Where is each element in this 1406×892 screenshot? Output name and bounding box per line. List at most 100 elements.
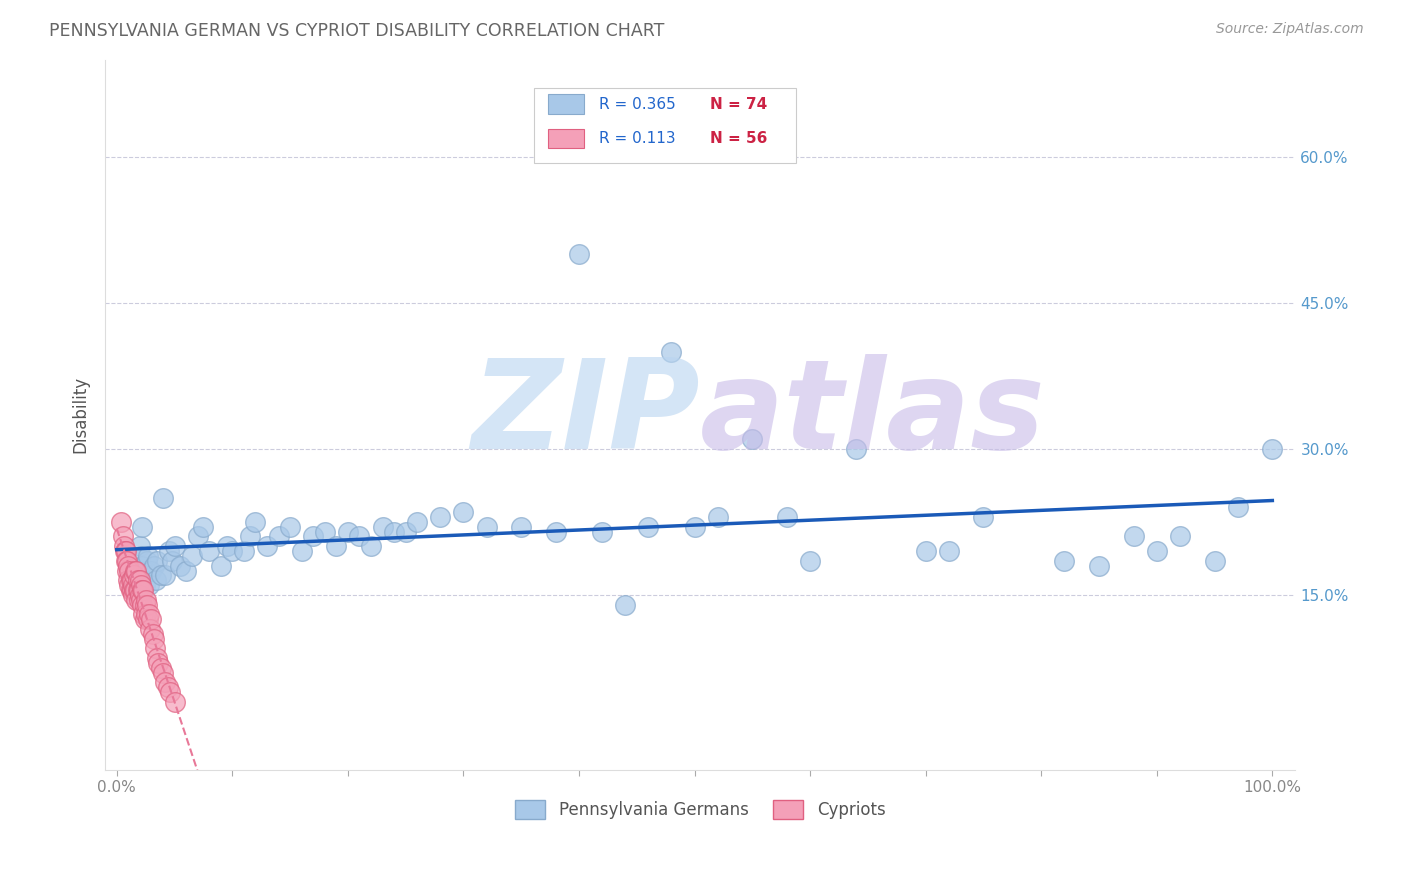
Point: [149, 568, 172, 582]
Point: [134, 578, 156, 592]
Point: [139, 622, 162, 636]
Point: [475, 519, 498, 533]
Point: [914, 544, 936, 558]
Point: [124, 564, 146, 578]
Point: [429, 510, 451, 524]
Point: [134, 598, 156, 612]
Point: [155, 568, 177, 582]
Point: [198, 544, 221, 558]
Point: [637, 519, 659, 533]
Point: [336, 524, 359, 539]
Point: [129, 592, 152, 607]
Text: atlas: atlas: [700, 354, 1046, 475]
Point: [118, 578, 141, 592]
Point: [135, 598, 157, 612]
Text: Source: ZipAtlas.com: Source: ZipAtlas.com: [1216, 22, 1364, 37]
Point: [120, 573, 142, 587]
Point: [117, 573, 139, 587]
Point: [127, 564, 149, 578]
Point: [371, 519, 394, 533]
Point: [128, 539, 150, 553]
Point: [1168, 529, 1191, 543]
Point: [129, 549, 152, 563]
Point: [683, 519, 706, 533]
Point: [114, 544, 136, 558]
Point: [112, 539, 135, 553]
Point: [135, 607, 157, 622]
Point: [1261, 442, 1284, 456]
Bar: [548, 128, 583, 148]
Point: [128, 588, 150, 602]
Point: [156, 680, 179, 694]
Point: [143, 641, 166, 656]
Point: [121, 582, 143, 597]
Point: [706, 510, 728, 524]
Point: [159, 685, 181, 699]
Point: [302, 529, 325, 543]
Point: [131, 519, 153, 533]
Point: [128, 573, 150, 587]
Point: [132, 607, 155, 622]
Point: [245, 515, 267, 529]
Point: [510, 519, 533, 533]
Point: [256, 539, 278, 553]
Point: [121, 573, 143, 587]
Point: [135, 554, 157, 568]
Point: [110, 515, 132, 529]
Point: [215, 539, 238, 553]
Legend: Pennsylvania Germans, Cypriots: Pennsylvania Germans, Cypriots: [509, 793, 893, 826]
Point: [146, 554, 169, 568]
Point: [131, 582, 153, 597]
Point: [142, 558, 165, 573]
Point: [267, 529, 290, 543]
Point: [131, 558, 153, 573]
Point: [193, 519, 215, 533]
Point: [349, 529, 371, 543]
Point: [395, 524, 418, 539]
Point: [209, 558, 232, 573]
Point: [115, 564, 138, 578]
Point: [157, 544, 180, 558]
Point: [115, 554, 138, 568]
Point: [134, 612, 156, 626]
Point: [169, 558, 191, 573]
Point: [145, 573, 167, 587]
Point: [142, 632, 165, 646]
Point: [938, 544, 960, 558]
Point: [325, 539, 347, 553]
Point: [142, 626, 165, 640]
Point: [163, 695, 186, 709]
Point: [125, 592, 148, 607]
Point: [111, 529, 134, 543]
Point: [146, 651, 169, 665]
Point: [1226, 500, 1249, 515]
Point: [152, 491, 174, 505]
Point: [118, 564, 141, 578]
Point: [453, 505, 475, 519]
Point: [232, 544, 254, 558]
Point: [741, 432, 763, 446]
Point: [120, 582, 142, 597]
Point: [382, 524, 405, 539]
Point: [117, 558, 139, 573]
Point: [115, 544, 138, 558]
Point: [122, 578, 145, 592]
Point: [406, 515, 429, 529]
Point: [239, 529, 262, 543]
Point: [148, 656, 170, 670]
Point: [845, 442, 868, 456]
Point: [125, 564, 148, 578]
Point: [972, 510, 994, 524]
Point: [135, 592, 157, 607]
Point: [799, 554, 821, 568]
Point: [122, 582, 145, 597]
Point: [187, 529, 209, 543]
Point: [129, 578, 152, 592]
Text: R = 0.113: R = 0.113: [599, 131, 676, 146]
Point: [132, 568, 155, 582]
Point: [136, 549, 159, 563]
Point: [360, 539, 382, 553]
Text: N = 56: N = 56: [710, 131, 768, 146]
Point: [155, 675, 177, 690]
Bar: [548, 95, 583, 114]
